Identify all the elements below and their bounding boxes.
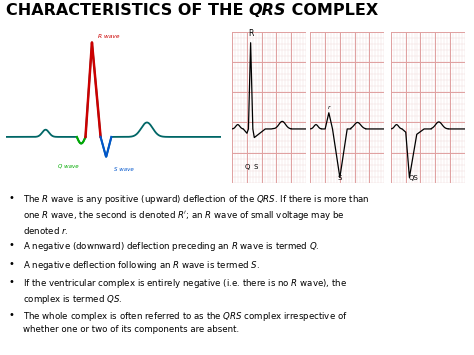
Text: r: r (328, 104, 330, 110)
Text: COMPLEX: COMPLEX (286, 4, 379, 18)
Text: CHARACTERISTICS OF THE: CHARACTERISTICS OF THE (6, 4, 249, 18)
Text: R wave: R wave (99, 33, 120, 38)
Text: The whole complex is often referred to as the $QRS$ complex irrespective of
whet: The whole complex is often referred to a… (23, 310, 347, 334)
Text: S: S (337, 175, 342, 181)
Text: Q: Q (244, 164, 250, 170)
Text: R: R (248, 29, 253, 38)
Text: The $R$ wave is any positive (upward) deflection of the $QRS$. If there is more : The $R$ wave is any positive (upward) de… (23, 193, 369, 236)
Text: A negative (downward) deflection preceding an $R$ wave is termed $Q$.: A negative (downward) deflection precedi… (23, 240, 319, 253)
Text: •: • (9, 310, 14, 320)
Text: •: • (9, 240, 14, 250)
Text: QRS: QRS (249, 4, 286, 18)
Text: QS: QS (408, 175, 418, 181)
Text: S wave: S wave (114, 167, 133, 172)
Text: •: • (9, 277, 14, 287)
Text: •: • (9, 259, 14, 269)
Text: If the ventricular complex is entirely negative (i.e. there is no $R$ wave), the: If the ventricular complex is entirely n… (23, 277, 347, 306)
Text: •: • (9, 193, 14, 203)
Text: S: S (254, 164, 258, 170)
Text: Q wave: Q wave (58, 163, 79, 168)
Text: A negative deflection following an $R$ wave is termed $S$.: A negative deflection following an $R$ w… (23, 259, 260, 272)
